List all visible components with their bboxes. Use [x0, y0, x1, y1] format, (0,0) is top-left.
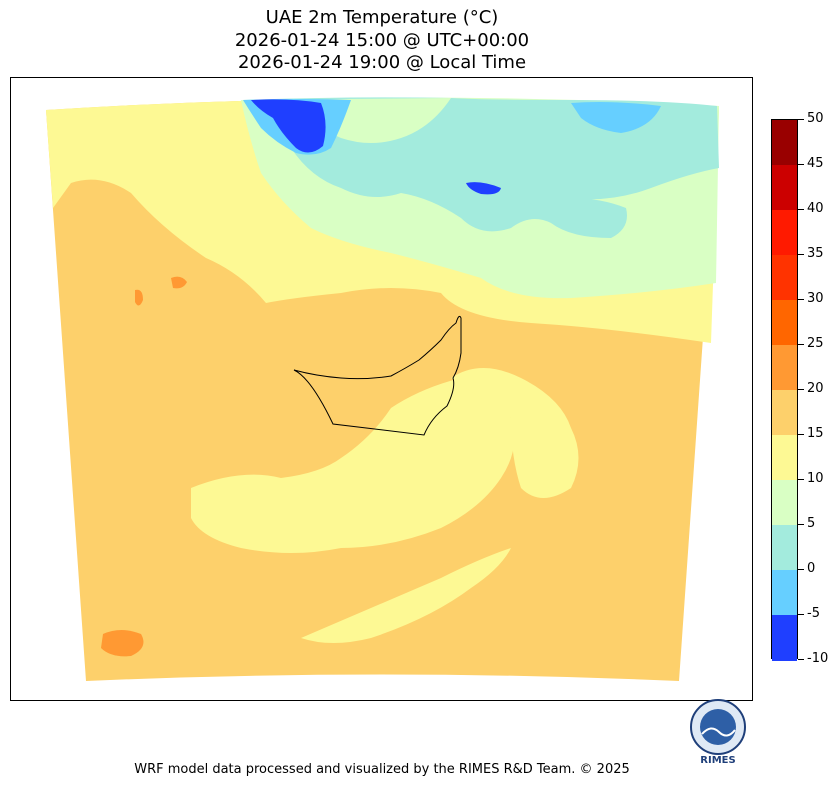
colorbar-segment — [772, 300, 797, 346]
chart-title-line-2: 2026-01-24 15:00 @ UTC+00:00 — [234, 30, 530, 51]
colorbar-tick — [798, 209, 804, 210]
zone-0-5-b — [571, 102, 661, 133]
colorbar-tick — [798, 164, 804, 165]
colorbar-segment — [772, 120, 797, 166]
colorbar-segment — [772, 210, 797, 256]
rimes-logo-text: RIMES — [700, 755, 736, 766]
colorbar — [771, 119, 798, 661]
zone-15-20-east — [451, 368, 579, 498]
colorbar-tick — [798, 119, 804, 120]
colorbar-tick — [798, 254, 804, 255]
colorbar-tick — [798, 524, 804, 525]
zone-minus5-0 — [251, 99, 326, 153]
colorbar-segment — [772, 165, 797, 211]
colorbar-tick-label: -10 — [807, 651, 829, 666]
zone-15-20-band — [301, 548, 511, 643]
colorbar-segment — [772, 435, 797, 481]
colorbar-tick — [798, 659, 804, 660]
zone-5-10 — [243, 97, 719, 238]
zone-25-30-a — [101, 630, 144, 657]
colorbar-tick — [798, 389, 804, 390]
temperature-map — [46, 97, 719, 681]
colorbar-tick — [798, 569, 804, 570]
colorbar-tick-label: 35 — [807, 246, 824, 261]
colorbar-tick-label: 50 — [807, 111, 824, 126]
colorbar-tick — [798, 614, 804, 615]
chart-title-line-3: 2026-01-24 19:00 @ Local Time — [237, 52, 527, 73]
chart-title-line-1: UAE 2m Temperature (°C) — [265, 7, 499, 28]
colorbar-tick-label: 15 — [807, 426, 824, 441]
colorbar-segment — [772, 525, 797, 571]
colorbar-segment — [772, 615, 797, 661]
footer-credit: WRF model data processed and visualized … — [134, 762, 630, 777]
colorbar-tick — [798, 344, 804, 345]
colorbar-segment — [772, 480, 797, 526]
rimes-emblem-icon — [690, 699, 746, 755]
colorbar-tick-label: 5 — [807, 516, 816, 531]
colorbar-segment — [772, 255, 797, 301]
zone-25-30-b — [171, 276, 187, 289]
uae-border — [293, 315, 462, 436]
colorbar-tick-label: 25 — [807, 336, 824, 351]
colorbar-tick-label: -5 — [807, 606, 820, 621]
rimes-logo: RIMES — [689, 698, 747, 768]
colorbar-tick-label: 30 — [807, 291, 824, 306]
zone-15-20-south — [191, 378, 515, 553]
colorbar-tick-label: 20 — [807, 381, 824, 396]
map-frame: RIMES — [10, 77, 753, 766]
colorbar-tick — [798, 479, 804, 480]
colorbar-tick-label: 45 — [807, 156, 824, 171]
colorbar-tick — [798, 434, 804, 435]
colorbar-segment — [772, 390, 797, 436]
colorbar-tick-label: 10 — [807, 471, 824, 486]
zone-25-30-c — [135, 289, 143, 306]
colorbar-tick-label: 0 — [807, 561, 816, 576]
zone-minus5-0-b — [466, 182, 501, 195]
colorbar-tick — [798, 299, 804, 300]
colorbar-tick-label: 40 — [807, 201, 824, 216]
colorbar-segment — [772, 570, 797, 616]
colorbar-segment — [772, 345, 797, 391]
